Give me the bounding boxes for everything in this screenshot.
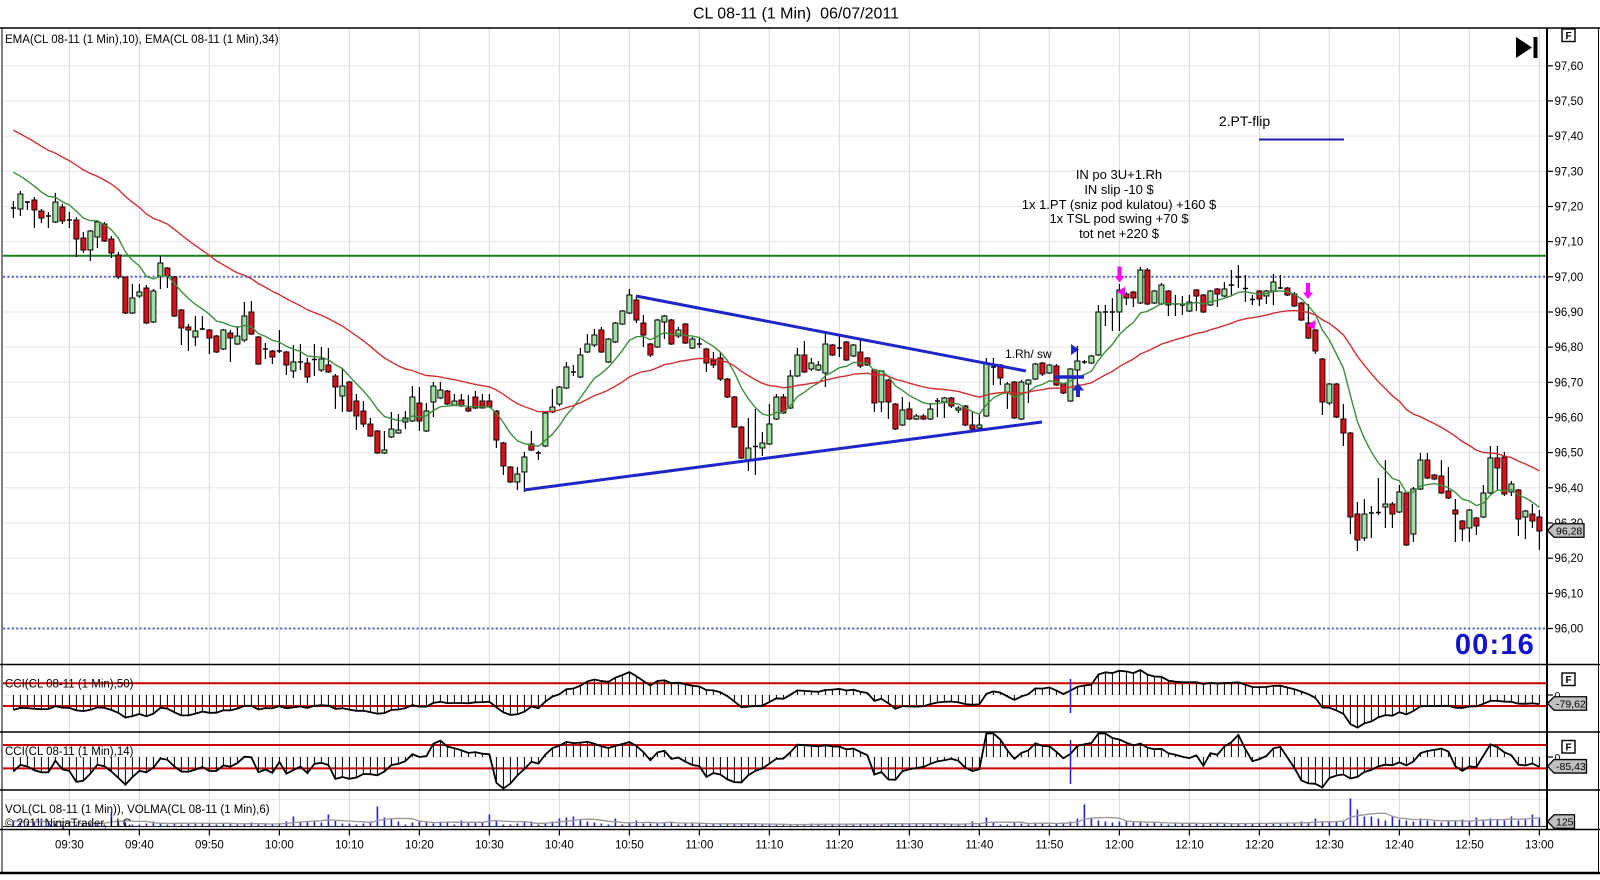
svg-text:12:40: 12:40 — [1385, 840, 1414, 852]
svg-text:96,90: 96,90 — [1555, 307, 1584, 319]
svg-text:97,30: 97,30 — [1555, 166, 1584, 178]
svg-text:10:00: 10:00 — [265, 840, 294, 852]
svg-text:96,28: 96,28 — [1556, 525, 1582, 537]
svg-text:F: F — [1565, 743, 1571, 754]
svg-text:97,40: 97,40 — [1555, 131, 1584, 143]
svg-text:0: 0 — [1555, 752, 1561, 764]
svg-text:© 2011 NinjaTrader, LLC: © 2011 NinjaTrader, LLC — [5, 818, 131, 830]
svg-text:1.Rh/ sw: 1.Rh/ sw — [1005, 347, 1052, 361]
svg-text:2.PT-flip: 2.PT-flip — [1219, 113, 1271, 129]
svg-text:1x TSL pod swing +70 $: 1x TSL pod swing +70 $ — [1049, 211, 1189, 226]
svg-text:10:50: 10:50 — [615, 840, 644, 852]
svg-text:F: F — [1565, 31, 1571, 42]
svg-text:00:16: 00:16 — [1455, 629, 1535, 661]
svg-text:11:40: 11:40 — [965, 840, 993, 852]
svg-text:96,80: 96,80 — [1555, 342, 1584, 354]
svg-text:97,50: 97,50 — [1555, 96, 1584, 108]
svg-text:12:20: 12:20 — [1245, 840, 1274, 852]
svg-text:09:40: 09:40 — [125, 840, 154, 852]
svg-text:97,60: 97,60 — [1555, 61, 1584, 73]
svg-text:13:00: 13:00 — [1525, 840, 1554, 852]
svg-text:97,10: 97,10 — [1555, 237, 1584, 249]
svg-text:-79,62: -79,62 — [1556, 698, 1586, 710]
svg-text:09:30: 09:30 — [55, 840, 84, 852]
svg-text:EMA(CL 08-11 (1 Min),10), EMA(: EMA(CL 08-11 (1 Min),10), EMA(CL 08-11 (… — [5, 34, 279, 46]
svg-text:1x 1.PT (sniz pod kulatou) +16: 1x 1.PT (sniz pod kulatou) +160 $ — [1022, 197, 1217, 212]
svg-text:12:30: 12:30 — [1315, 840, 1344, 852]
svg-text:CCI(CL 08-11 (1 Min),50): CCI(CL 08-11 (1 Min),50) — [5, 679, 134, 691]
svg-text:12:00: 12:00 — [1105, 840, 1134, 852]
svg-text:0: 0 — [1555, 690, 1561, 702]
svg-text:96,00: 96,00 — [1555, 624, 1584, 636]
svg-text:11:00: 11:00 — [685, 840, 713, 852]
svg-text:tot net +220 $: tot net +220 $ — [1079, 226, 1160, 241]
svg-text:11:30: 11:30 — [895, 840, 923, 852]
svg-text:F: F — [1565, 675, 1571, 686]
svg-text:10:20: 10:20 — [405, 840, 434, 852]
svg-text:96,10: 96,10 — [1555, 588, 1584, 600]
svg-text:10:30: 10:30 — [475, 840, 504, 852]
svg-text:11:50: 11:50 — [1035, 840, 1063, 852]
svg-text:96,60: 96,60 — [1555, 413, 1584, 425]
svg-text:12:10: 12:10 — [1175, 840, 1204, 852]
svg-text:97,00: 97,00 — [1555, 272, 1584, 284]
svg-text:-85,43: -85,43 — [1556, 761, 1586, 773]
svg-text:IN po 3U+1.Rh: IN po 3U+1.Rh — [1076, 167, 1162, 182]
svg-text:10:40: 10:40 — [545, 840, 574, 852]
svg-text:IN slip -10 $: IN slip -10 $ — [1084, 182, 1154, 197]
svg-text:96,50: 96,50 — [1555, 448, 1584, 460]
svg-text:97,20: 97,20 — [1555, 202, 1584, 214]
svg-text:CCI(CL 08-11 (1 Min),14): CCI(CL 08-11 (1 Min),14) — [5, 746, 134, 758]
svg-text:09:50: 09:50 — [195, 840, 224, 852]
svg-text:VOL(CL 08-11 (1 Min)), VOLMA(C: VOL(CL 08-11 (1 Min)), VOLMA(CL 08-11 (1… — [5, 804, 270, 816]
svg-text:11:10: 11:10 — [755, 840, 783, 852]
svg-text:CL 08-11 (1 Min) 06/07/2011: CL 08-11 (1 Min) 06/07/2011 — [693, 6, 899, 23]
svg-text:11:20: 11:20 — [825, 840, 853, 852]
svg-text:125: 125 — [1556, 816, 1574, 828]
svg-text:96,70: 96,70 — [1555, 377, 1584, 389]
svg-text:10:10: 10:10 — [335, 840, 364, 852]
svg-text:96,40: 96,40 — [1555, 483, 1584, 495]
svg-text:96,20: 96,20 — [1555, 553, 1584, 565]
svg-text:12:50: 12:50 — [1455, 840, 1484, 852]
